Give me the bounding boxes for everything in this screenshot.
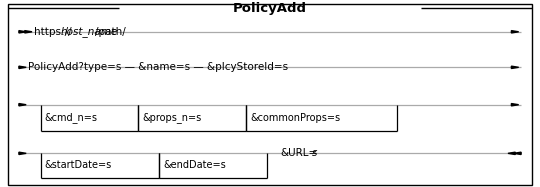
- Text: PolicyAdd?type=s — &name=s — &plcyStoreId=s: PolicyAdd?type=s — &name=s — &plcyStoreI…: [28, 62, 288, 72]
- Text: &cmd_n=s: &cmd_n=s: [45, 112, 98, 123]
- Polygon shape: [508, 152, 515, 154]
- Polygon shape: [19, 66, 26, 68]
- Text: s: s: [312, 148, 318, 158]
- Text: PolicyAdd: PolicyAdd: [233, 2, 307, 15]
- Polygon shape: [511, 66, 518, 68]
- Polygon shape: [25, 31, 32, 33]
- Text: &endDate=s: &endDate=s: [164, 160, 226, 171]
- Text: https://: https://: [34, 27, 72, 37]
- Text: &commonProps=s: &commonProps=s: [250, 113, 340, 123]
- Polygon shape: [19, 31, 26, 33]
- Polygon shape: [511, 104, 518, 106]
- Text: &props_n=s: &props_n=s: [142, 112, 201, 123]
- Polygon shape: [511, 31, 518, 33]
- Polygon shape: [19, 104, 26, 106]
- Text: &URL=: &URL=: [281, 148, 318, 158]
- Polygon shape: [514, 152, 521, 154]
- Text: &startDate=s: &startDate=s: [45, 160, 112, 171]
- Text: /path/: /path/: [95, 27, 126, 37]
- Text: host_name: host_name: [61, 26, 118, 37]
- Polygon shape: [19, 152, 26, 154]
